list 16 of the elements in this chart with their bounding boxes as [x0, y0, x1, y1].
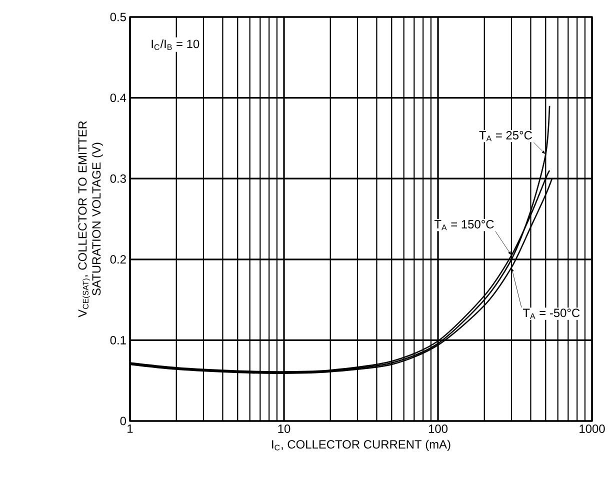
text: T$_{A}$ = -50°C [522, 308, 580, 319]
text: T$_{A}$ = 150°C [434, 220, 494, 230]
series-label: T$_{A}$ = 25°C [479, 131, 532, 142]
y-tick-label: 0.1 [110, 336, 126, 344]
x-tick-label: 100 [428, 424, 448, 433]
x-tick-label: 1 [128, 424, 133, 433]
y-tick-label: 0.4 [110, 94, 126, 102]
y-axis-title: V$_{CE(SAT)}$, COLLECTOR TO EMITTER SATURATION VOLTAGE (V) [78, 121, 104, 318]
x-tick-label: 10 [278, 424, 290, 433]
y-tick-label: 0.2 [110, 255, 126, 264]
x-axis-title: I$_{C}$, COLLECTOR CURRENT (mA) [272, 440, 450, 451]
y-tick-label: 0 [120, 416, 126, 426]
x-tick-label: 1000 [580, 424, 605, 433]
annotation: I$_{C}$/I$_{B}$ = 10 [152, 39, 200, 50]
y-tick-label: 0.5 [110, 12, 126, 22]
y-tick-label: 0.3 [110, 174, 126, 183]
